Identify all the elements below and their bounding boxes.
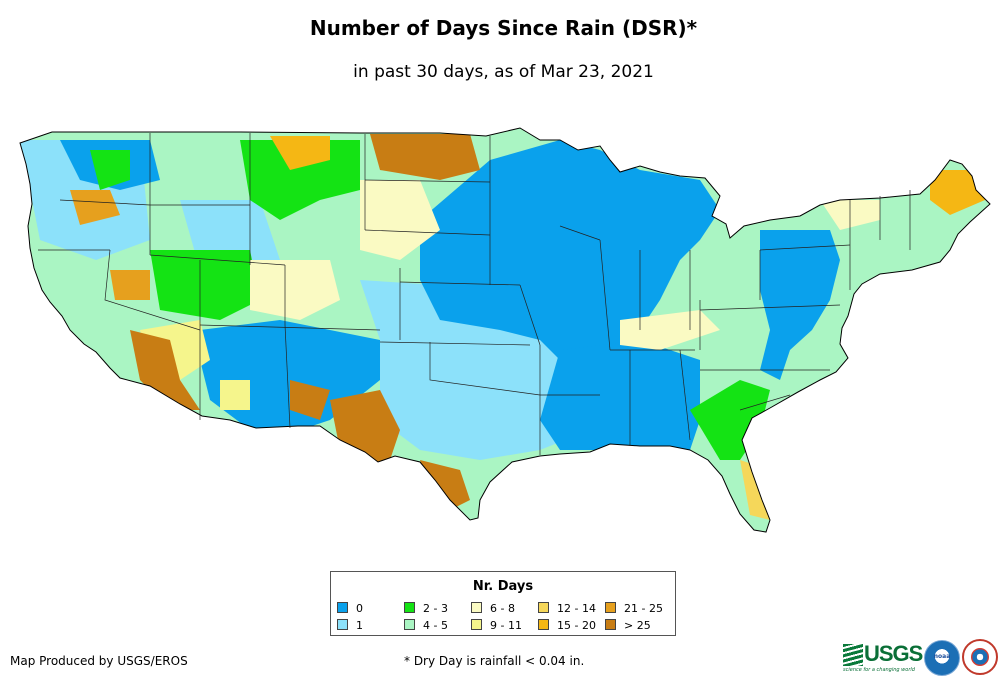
legend-swatch <box>404 602 415 613</box>
dry-day-footnote: * Dry Day is rainfall < 0.04 in. <box>404 654 585 668</box>
map-credit: Map Produced by USGS/EROS <box>10 654 188 668</box>
legend-item-1: 1 <box>337 619 363 632</box>
legend-item-2-3: 2 - 3 <box>404 602 448 615</box>
map-title: Number of Days Since Rain (DSR)* <box>309 16 698 40</box>
legend-swatch <box>605 602 616 613</box>
legend-swatch <box>471 619 482 630</box>
legend-swatch <box>538 619 549 630</box>
noaa-logo: noaa <box>924 640 960 676</box>
legend-title: Nr. Days <box>472 579 534 594</box>
legend-item-0: 0 <box>337 602 363 615</box>
map-subtitle: in past 30 days, as of Mar 23, 2021 <box>353 62 654 82</box>
legend-item-over-25: > 25 <box>605 619 651 632</box>
nws-logo <box>962 639 998 675</box>
legend-swatch <box>471 602 482 613</box>
legend-item-15-20: 15 - 20 <box>538 619 596 632</box>
legend-item-12-14: 12 - 14 <box>538 602 596 615</box>
legend-item-4-5: 4 - 5 <box>404 619 448 632</box>
legend-item-6-8: 6 - 8 <box>471 602 515 615</box>
legend-swatch <box>538 602 549 613</box>
legend-swatch <box>404 619 415 630</box>
legend-swatch <box>337 602 348 613</box>
legend-item-21-25: 21 - 25 <box>605 602 663 615</box>
usgs-wave-icon <box>843 644 863 666</box>
legend-item-9-11: 9 - 11 <box>471 619 522 632</box>
legend-panel: Nr. Days 0 1 2 - 3 4 - 5 6 - 8 9 - 11 12… <box>330 571 676 636</box>
legend-swatch <box>337 619 348 630</box>
nws-emblem-icon <box>971 648 989 666</box>
legend-swatch <box>605 619 616 630</box>
usgs-logo: USGS science for a changing world <box>843 641 923 673</box>
state-boundaries <box>38 133 911 455</box>
